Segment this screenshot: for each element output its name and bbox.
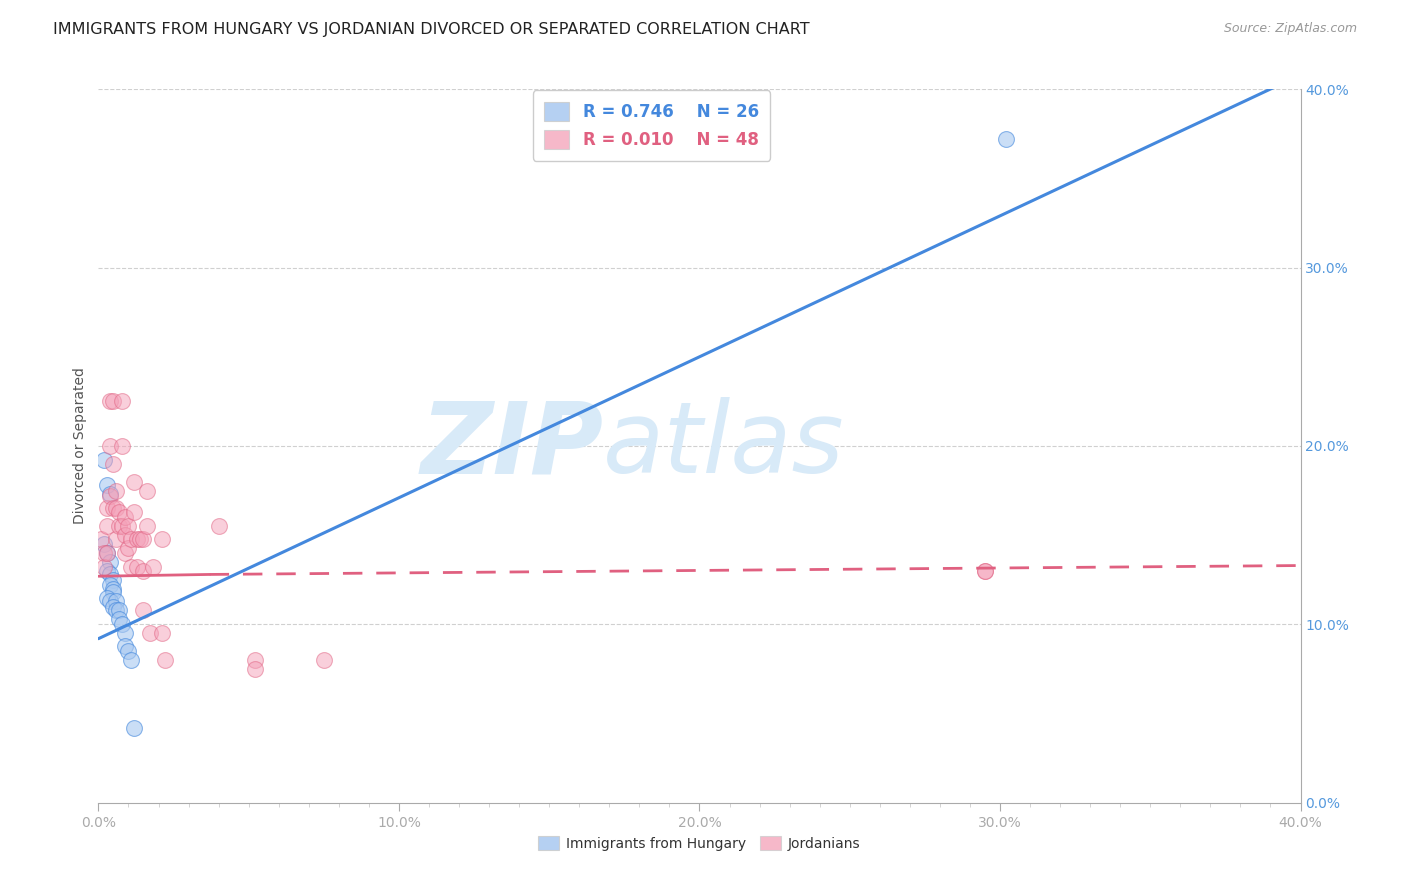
Point [103, 599, 125, 614]
Point [150, 626, 173, 640]
Point [243, 653, 266, 667]
Point [96, 501, 118, 516]
Point [96, 591, 118, 605]
Point [243, 662, 266, 676]
Point [96, 478, 118, 492]
Point [114, 639, 136, 653]
Point [100, 489, 122, 503]
Point [100, 578, 122, 592]
Point [100, 439, 122, 453]
Point [111, 617, 134, 632]
Point [96, 546, 118, 560]
Text: IMMIGRANTS FROM HUNGARY VS JORDANIAN DIVORCED OR SEPARATED CORRELATION CHART: IMMIGRANTS FROM HUNGARY VS JORDANIAN DIV… [53, 22, 810, 37]
Point [108, 612, 131, 626]
Point [114, 626, 136, 640]
Point [135, 483, 157, 498]
Point [103, 585, 125, 599]
Point [96, 546, 118, 560]
Point [93, 560, 115, 574]
Point [141, 560, 163, 574]
Point [105, 594, 128, 608]
Point [111, 394, 134, 409]
Point [995, 132, 1018, 146]
Point [117, 644, 139, 658]
Point [121, 560, 143, 574]
Point [132, 603, 155, 617]
Point [100, 567, 122, 582]
Point [105, 501, 128, 516]
Point [121, 653, 143, 667]
Point [100, 487, 122, 501]
Point [103, 457, 125, 471]
Point [974, 564, 997, 578]
Point [96, 564, 118, 578]
Point [103, 573, 125, 587]
Point [93, 537, 115, 551]
Point [127, 532, 149, 546]
Point [132, 532, 155, 546]
Text: Source: ZipAtlas.com: Source: ZipAtlas.com [1223, 22, 1357, 36]
Point [93, 546, 115, 560]
Point [138, 626, 160, 640]
Point [100, 594, 122, 608]
Point [129, 532, 152, 546]
Point [108, 505, 131, 519]
Point [100, 394, 122, 409]
Point [132, 564, 155, 578]
Point [124, 505, 146, 519]
Point [111, 519, 134, 533]
Point [121, 532, 143, 546]
Legend: Immigrants from Hungary, Jordanians: Immigrants from Hungary, Jordanians [533, 830, 866, 856]
Point [124, 475, 146, 489]
Point [103, 394, 125, 409]
Point [114, 546, 136, 560]
Point [135, 519, 157, 533]
Point [93, 453, 115, 467]
Y-axis label: Divorced or Separated: Divorced or Separated [73, 368, 87, 524]
Point [96, 519, 118, 533]
Point [974, 564, 997, 578]
Point [105, 483, 128, 498]
Point [114, 510, 136, 524]
Point [153, 653, 176, 667]
Point [103, 582, 125, 596]
Point [124, 721, 146, 735]
Point [312, 653, 335, 667]
Point [105, 603, 128, 617]
Text: atlas: atlas [603, 398, 845, 494]
Point [117, 541, 139, 555]
Point [108, 519, 131, 533]
Point [100, 555, 122, 569]
Point [127, 560, 149, 574]
Point [111, 439, 134, 453]
Point [108, 603, 131, 617]
Point [103, 501, 125, 516]
Point [90, 532, 112, 546]
Point [208, 519, 231, 533]
Point [150, 532, 173, 546]
Text: ZIP: ZIP [420, 398, 603, 494]
Point [117, 519, 139, 533]
Point [105, 532, 128, 546]
Point [114, 528, 136, 542]
